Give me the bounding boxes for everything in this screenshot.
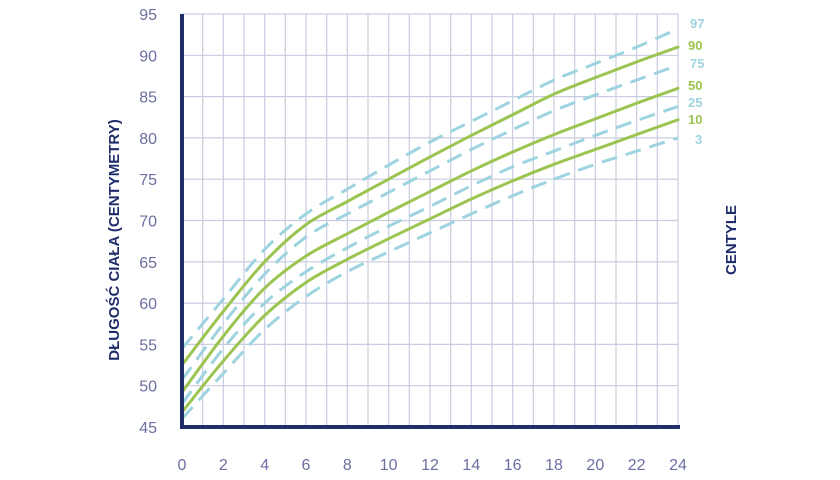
y-tick-label: 95 bbox=[139, 7, 157, 24]
y-tick-label: 50 bbox=[139, 379, 157, 396]
x-tick-label: 14 bbox=[462, 457, 480, 474]
y-tick-labels: 45 50 55 60 65 70 75 80 85 90 95 bbox=[139, 7, 157, 437]
x-tick-label: 4 bbox=[260, 457, 269, 474]
x-tick-labels: 0 2 4 6 8 10 12 14 16 18 20 22 24 bbox=[178, 457, 687, 474]
x-tick-label: 24 bbox=[669, 457, 687, 474]
centile-labels: 97 90 75 50 25 10 3 bbox=[688, 16, 704, 147]
y-tick-label: 75 bbox=[139, 172, 157, 189]
centile-label-75: 75 bbox=[690, 56, 704, 71]
y-axis-title: DŁUGOŚĆ CIAŁA (CENTYMETRY) bbox=[105, 119, 123, 360]
centile-label-50: 50 bbox=[688, 78, 702, 93]
centile-line-90 bbox=[180, 45, 680, 367]
centile-line-75 bbox=[180, 63, 679, 381]
legend-title: CENTYLE bbox=[723, 205, 740, 275]
centile-label-97: 97 bbox=[690, 16, 704, 31]
centile-label-25: 25 bbox=[688, 95, 702, 110]
x-tick-label: 20 bbox=[586, 457, 604, 474]
x-tick-label: 2 bbox=[219, 457, 228, 474]
centile-label-10: 10 bbox=[688, 112, 702, 127]
x-tick-label: 18 bbox=[545, 457, 563, 474]
x-tick-label: 16 bbox=[504, 457, 522, 474]
centile-line-97 bbox=[180, 27, 679, 350]
y-tick-label: 70 bbox=[139, 214, 157, 231]
y-tick-label: 65 bbox=[139, 255, 157, 272]
x-tick-label: 8 bbox=[343, 457, 352, 474]
centile-line-50 bbox=[180, 86, 680, 394]
y-tick-label: 55 bbox=[139, 337, 157, 354]
grid bbox=[182, 13, 679, 427]
x-tick-label: 0 bbox=[178, 457, 187, 474]
y-tick-label: 80 bbox=[139, 131, 157, 148]
x-tick-label: 10 bbox=[380, 457, 398, 474]
x-tick-label: 6 bbox=[302, 457, 311, 474]
centile-line-10 bbox=[180, 118, 680, 414]
centile-label-3: 3 bbox=[695, 132, 702, 147]
centile-label-90: 90 bbox=[688, 38, 702, 53]
axes bbox=[180, 14, 680, 429]
y-tick-label: 90 bbox=[139, 48, 157, 65]
y-tick-label: 85 bbox=[139, 90, 157, 107]
x-tick-label: 12 bbox=[421, 457, 439, 474]
centile-line-3 bbox=[180, 136, 679, 420]
x-tick-label: 22 bbox=[628, 457, 646, 474]
series-lines bbox=[180, 27, 680, 420]
centile-line-25 bbox=[180, 105, 679, 405]
y-tick-label: 60 bbox=[139, 296, 157, 313]
y-tick-label: 45 bbox=[139, 420, 157, 437]
